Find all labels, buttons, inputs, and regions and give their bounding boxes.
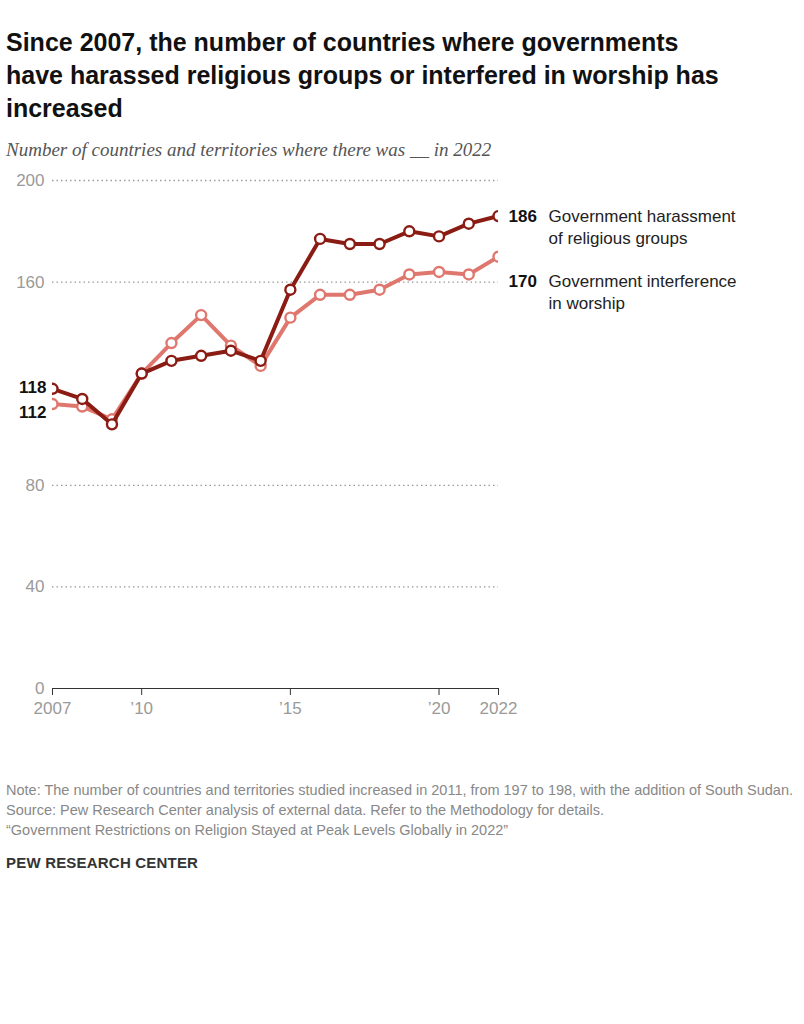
svg-text:170: 170 [509,272,537,291]
svg-text:80: 80 [26,476,45,495]
html-text:Source: Pew Research Center an: Source: Pew Research Center analysis of … [6,802,604,818]
svg-text:2022: 2022 [480,699,518,718]
svg-text:’15: ’15 [279,699,302,718]
html-text:Since 2007, the number of coun: Since 2007, the number of countries wher… [6,28,719,122]
svg-text:118: 118 [19,378,46,397]
svg-text:Government harassmentof religi: Government harassmentof religious groups [549,207,736,248]
html-text:Note: The number of countries: Note: The number of countries and territ… [6,782,793,798]
svg-text:’20: ’20 [428,699,451,718]
svg-text:’10: ’10 [130,699,153,718]
svg-text:186: 186 [509,207,537,226]
svg-text:112: 112 [19,403,46,422]
svg-text:40: 40 [26,577,45,596]
svg-text:Government interferencein wors: Government interferencein worship [549,272,737,313]
svg-text:0: 0 [35,679,44,698]
html-text:“Government Restrictions on Re: “Government Restrictions on Religion Sta… [6,822,509,838]
svg-text:200: 200 [16,171,44,190]
svg-text:2007: 2007 [34,699,72,718]
html-text:PEW RESEARCH CENTER: PEW RESEARCH CENTER [6,854,199,871]
html-text:Number of countries and territ: Number of countries and territories wher… [6,139,492,160]
svg-text:160: 160 [16,273,44,292]
